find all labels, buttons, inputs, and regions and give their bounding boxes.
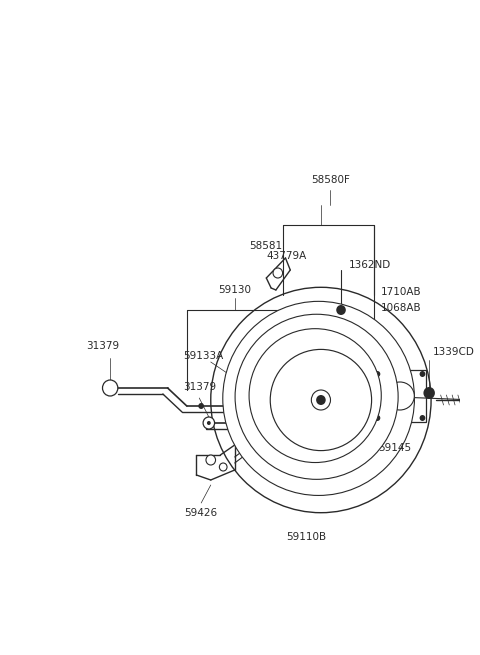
Text: 58581: 58581 bbox=[249, 241, 282, 251]
Ellipse shape bbox=[270, 349, 372, 451]
Circle shape bbox=[420, 415, 425, 421]
Circle shape bbox=[316, 395, 326, 405]
Circle shape bbox=[203, 417, 215, 429]
Text: 1362ND: 1362ND bbox=[348, 260, 391, 270]
Ellipse shape bbox=[249, 329, 381, 462]
Text: 31379: 31379 bbox=[86, 341, 119, 351]
Ellipse shape bbox=[211, 288, 431, 513]
Text: 43779A: 43779A bbox=[266, 251, 307, 261]
Bar bbox=[373, 370, 426, 422]
Circle shape bbox=[374, 415, 380, 421]
Text: 59110B: 59110B bbox=[287, 532, 326, 542]
Circle shape bbox=[336, 305, 346, 315]
Circle shape bbox=[273, 268, 283, 278]
Circle shape bbox=[103, 380, 118, 396]
Circle shape bbox=[206, 455, 216, 465]
Circle shape bbox=[207, 421, 211, 425]
Circle shape bbox=[420, 371, 425, 377]
Text: 31379: 31379 bbox=[183, 382, 216, 392]
Text: 58580F: 58580F bbox=[311, 175, 350, 185]
Circle shape bbox=[374, 371, 380, 377]
Text: 59426: 59426 bbox=[185, 508, 218, 518]
Text: 1339CD: 1339CD bbox=[433, 347, 475, 357]
Ellipse shape bbox=[385, 382, 414, 410]
Circle shape bbox=[219, 463, 227, 471]
Ellipse shape bbox=[235, 314, 398, 479]
Text: 1710AB: 1710AB bbox=[381, 287, 422, 297]
Text: 1068AB: 1068AB bbox=[381, 303, 422, 313]
Text: 59145: 59145 bbox=[379, 443, 412, 453]
Text: 59133A: 59133A bbox=[183, 351, 223, 361]
Circle shape bbox=[198, 403, 204, 409]
Circle shape bbox=[312, 390, 331, 410]
Text: 59130: 59130 bbox=[218, 285, 251, 295]
Circle shape bbox=[423, 387, 435, 399]
Ellipse shape bbox=[223, 301, 414, 495]
